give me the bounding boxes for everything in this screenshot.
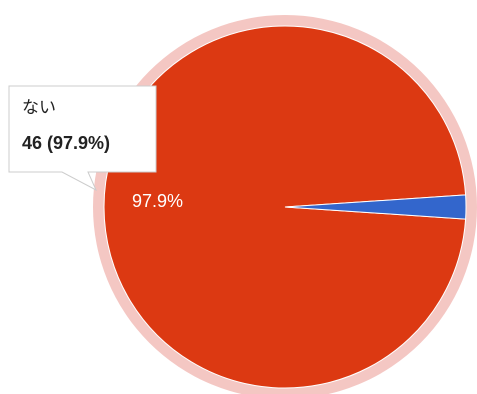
slice-label-nai: 97.9%: [132, 191, 183, 211]
tooltip-value: 46 (97.9%): [22, 133, 110, 153]
pie-slices: [103, 25, 467, 389]
pie-slice-nai[interactable]: [103, 25, 467, 389]
tooltip: ない 46 (97.9%): [8, 85, 157, 192]
pie-slice-other[interactable]: [284, 194, 467, 220]
tooltip-title: ない: [22, 98, 56, 118]
tooltip-box: [8, 85, 157, 192]
slice-labels: 97.9%: [132, 191, 183, 211]
